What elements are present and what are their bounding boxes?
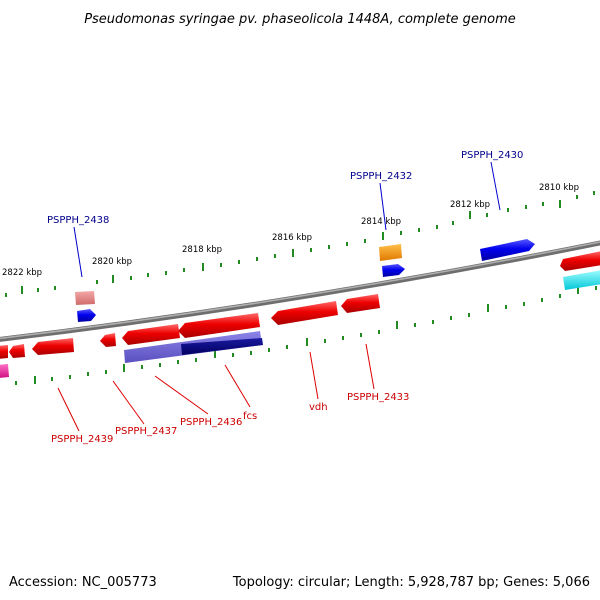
gene-label[interactable]: PSPPH_2439 — [51, 434, 113, 445]
gene-arrow-navy — [181, 338, 263, 355]
scale-label: 2812 kbp — [450, 200, 490, 210]
gene-arrow-pspph-2436 — [122, 324, 180, 345]
genome-backbone-highlight — [0, 241, 600, 340]
gene-arrow-right-cyan — [563, 270, 600, 290]
gene-arrow-vdh — [271, 301, 338, 325]
leader-line — [309, 351, 319, 400]
gene-arrow-pspph-2437 — [100, 333, 116, 347]
scale-label: 2816 kbp — [272, 233, 312, 243]
scale-label: 2810 kbp — [539, 183, 579, 193]
gene-label[interactable]: PSPPH_2430 — [461, 150, 523, 161]
gene-label[interactable]: vdh — [309, 402, 328, 413]
gene-arrow-pspph-2438 — [77, 309, 96, 322]
inner-tick-ring — [15, 286, 597, 385]
gene-arrow-small-left — [9, 344, 25, 358]
genome-summary: Topology: circular; Length: 5,928,787 bp… — [232, 575, 590, 590]
gene-arrow-far-left — [0, 345, 8, 359]
leader-line — [57, 387, 80, 432]
scale-label: 2822 kbp — [2, 268, 42, 278]
gene-arrow-pspph-2432-orange — [379, 244, 402, 261]
gene-arrow-pspph-2439 — [32, 338, 74, 355]
leader-line — [154, 375, 209, 415]
accession-label: Accession: NC_005773 — [9, 575, 157, 590]
leader-line — [112, 380, 145, 425]
reverse-gene-labels: PSPPH_2439 PSPPH_2437 PSPPH_2436 fcs vdh… — [51, 392, 409, 445]
gene-label[interactable]: PSPPH_2436 — [180, 417, 242, 428]
map-title: Pseudomonas syringae pv. phaseolicola 14… — [84, 12, 516, 27]
leader-line — [379, 182, 387, 231]
leader-line — [224, 364, 251, 408]
gene-label[interactable]: PSPPH_2438 — [47, 215, 109, 226]
forward-genes — [75, 239, 600, 322]
leader-line — [73, 226, 83, 278]
leader-line — [490, 161, 501, 211]
scale-labels: 2822 kbp 2820 kbp 2818 kbp 2816 kbp 2814… — [2, 183, 579, 278]
genome-backbone — [0, 240, 600, 342]
gene-arrow-magenta — [0, 364, 9, 378]
leader-line — [365, 343, 375, 390]
scale-label: 2820 kbp — [92, 257, 132, 267]
gene-arrow-pspph-2430 — [480, 239, 535, 261]
gene-arrow-right-red — [560, 251, 600, 271]
scale-label: 2818 kbp — [182, 245, 222, 255]
gene-arrow-fcs — [178, 313, 260, 338]
gene-label[interactable]: fcs — [243, 411, 257, 422]
gene-label[interactable]: PSPPH_2433 — [347, 392, 409, 403]
gene-label[interactable]: PSPPH_2437 — [115, 426, 177, 437]
leader-lines-reverse — [57, 343, 375, 432]
gene-arrow-pspph-2433 — [341, 294, 380, 313]
gene-arrow-pspph-2432 — [382, 264, 405, 277]
outer-tick-ring — [5, 191, 595, 297]
gene-arrow-pspph-2438-pink — [75, 291, 95, 305]
forward-gene-labels: PSPPH_2438 PSPPH_2432 PSPPH_2430 — [47, 150, 523, 226]
gene-label[interactable]: PSPPH_2432 — [350, 171, 412, 182]
reverse-genes — [0, 294, 380, 378]
scale-label: 2814 kbp — [361, 217, 401, 227]
leader-lines-forward — [73, 161, 501, 278]
